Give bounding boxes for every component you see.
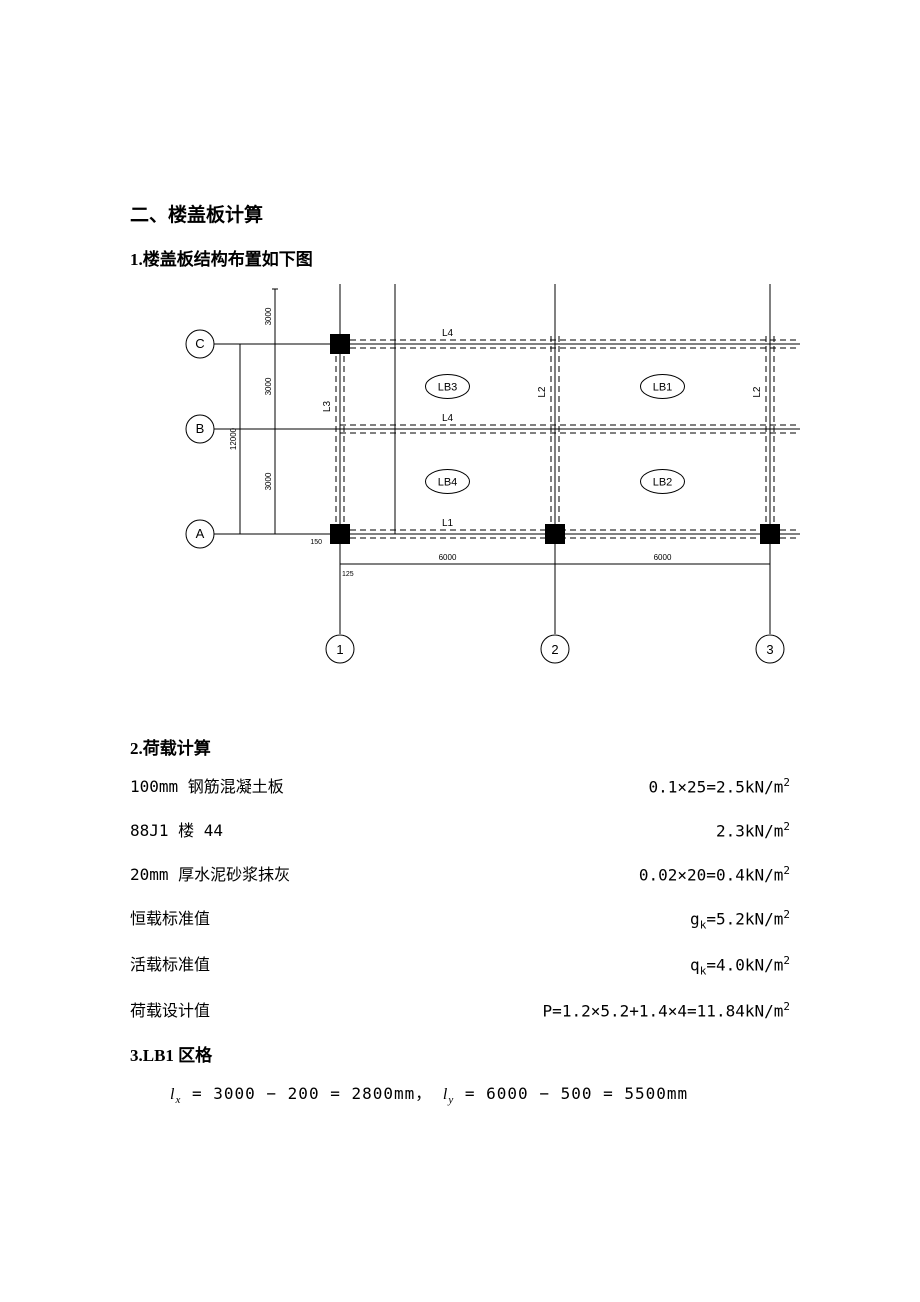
subsection-2-title: 2.荷载计算 (130, 734, 790, 759)
svg-text:3: 3 (766, 642, 773, 657)
load-row: 88J1 楼 44 2.3kN/m2 (130, 817, 790, 841)
svg-text:A: A (196, 526, 205, 541)
load-row: 恒载标准值 gk=5.2kN/m2 (130, 905, 790, 931)
lb1-formula: lx = 3000 − 200 = 2800mm， ly = 6000 − 50… (170, 1080, 790, 1106)
svg-text:L4: L4 (442, 328, 454, 339)
load-label: 20mm 厚水泥砂浆抹灰 (130, 861, 290, 885)
svg-text:3000: 3000 (264, 307, 273, 325)
svg-text:3000: 3000 (264, 377, 273, 395)
load-value: 0.1×25=2.5kN/m2 (649, 776, 790, 796)
svg-text:6000: 6000 (439, 553, 457, 562)
svg-text:B: B (196, 421, 205, 436)
svg-text:L4: L4 (442, 413, 454, 424)
svg-text:L3: L3 (322, 401, 333, 413)
load-label: 100mm 钢筋混凝土板 (130, 773, 284, 797)
load-value: 0.02×20=0.4kN/m2 (639, 864, 790, 884)
load-value: P=1.2×5.2+1.4×4=11.84kN/m2 (543, 1000, 790, 1020)
svg-text:L2: L2 (537, 386, 548, 398)
svg-text:3000: 3000 (264, 472, 273, 490)
load-value: qk=4.0kN/m2 (690, 954, 790, 978)
load-row: 100mm 钢筋混凝土板 0.1×25=2.5kN/m2 (130, 773, 790, 797)
svg-text:LB3: LB3 (438, 382, 458, 394)
floor-plan-diagram: C B A 1 2 3 LB1 LB2 LB3 LB4 L1 L2 L2 L3 L4 L4 12000 3000 3… (160, 284, 790, 684)
subsection-3-title: 3.LB1 区格 (130, 1041, 790, 1066)
svg-text:12000: 12000 (229, 427, 238, 450)
load-label: 88J1 楼 44 (130, 817, 223, 841)
load-row: 荷载设计值 P=1.2×5.2+1.4×4=11.84kN/m2 (130, 997, 790, 1021)
svg-text:L1: L1 (442, 518, 454, 529)
svg-text:6000: 6000 (654, 553, 672, 562)
load-row: 20mm 厚水泥砂浆抹灰 0.02×20=0.4kN/m2 (130, 861, 790, 885)
load-label: 荷载设计值 (130, 997, 210, 1021)
load-table: 100mm 钢筋混凝土板 0.1×25=2.5kN/m2 88J1 楼 44 2.3k… (130, 773, 790, 1021)
svg-text:LB1: LB1 (653, 382, 673, 394)
section-title: 二、楼盖板计算 (130, 200, 790, 227)
load-value: gk=5.2kN/m2 (690, 908, 790, 932)
load-row: 活载标准值 qk=4.0kN/m2 (130, 951, 790, 977)
svg-text:125: 125 (342, 571, 354, 578)
load-label: 活载标准值 (130, 951, 210, 975)
svg-text:150: 150 (310, 539, 322, 546)
load-value: 2.3kN/m2 (716, 820, 790, 840)
svg-text:LB4: LB4 (438, 477, 458, 489)
load-label: 恒载标准值 (130, 905, 210, 929)
svg-text:LB2: LB2 (653, 477, 673, 489)
subsection-1-title: 1.楼盖板结构布置如下图 (130, 245, 790, 270)
svg-text:L2: L2 (752, 386, 763, 398)
svg-text:C: C (195, 336, 204, 351)
svg-text:2: 2 (551, 642, 558, 657)
svg-text:1: 1 (336, 642, 343, 657)
